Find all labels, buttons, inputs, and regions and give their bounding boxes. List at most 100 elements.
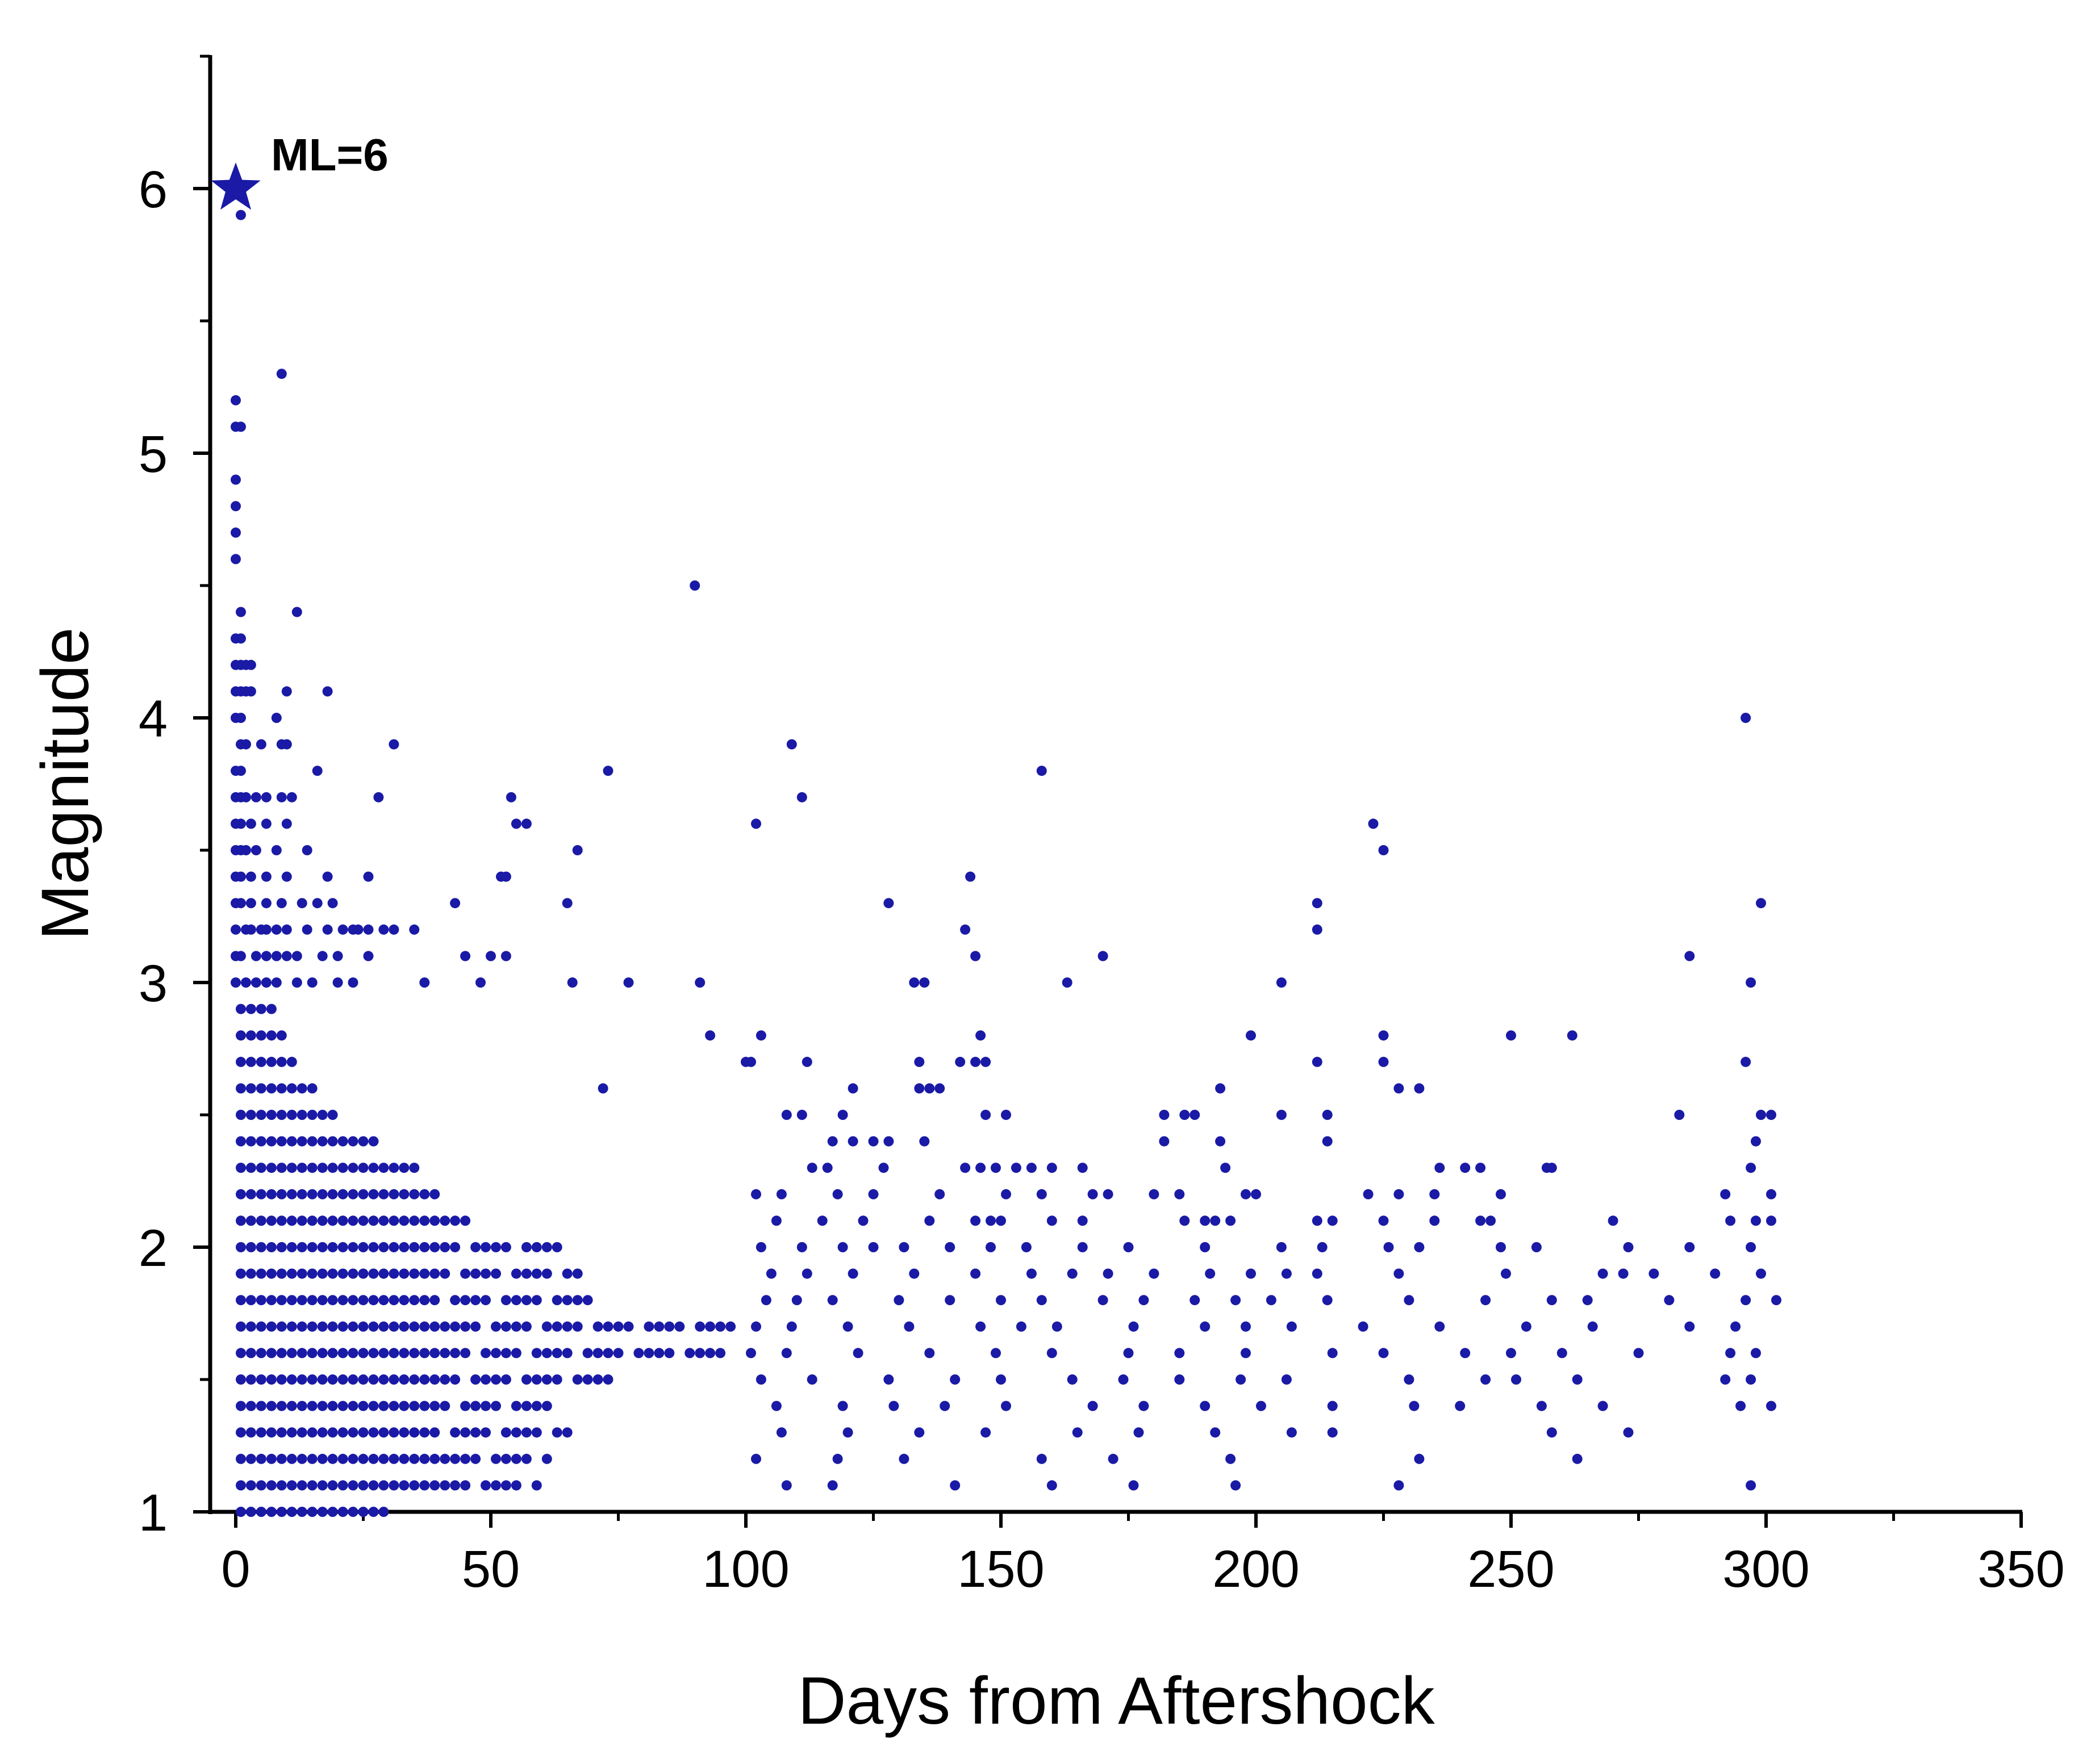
data-point — [1286, 1427, 1297, 1438]
data-point — [399, 1268, 410, 1279]
data-point — [266, 1427, 277, 1438]
data-point — [481, 1401, 491, 1411]
data-point — [378, 1268, 389, 1279]
data-point — [236, 1004, 246, 1014]
data-point — [842, 1427, 853, 1438]
data-point — [1036, 1189, 1047, 1199]
data-point — [317, 1401, 328, 1411]
data-point — [286, 1348, 297, 1358]
data-point — [1383, 1242, 1394, 1252]
data-point — [470, 1453, 481, 1464]
data-point — [378, 924, 389, 935]
data-point — [500, 1480, 511, 1491]
data-point — [1434, 1321, 1445, 1332]
data-point — [1582, 1295, 1593, 1306]
data-point — [307, 1374, 318, 1385]
data-point — [761, 1295, 771, 1306]
data-point — [1429, 1215, 1440, 1226]
data-point — [409, 1321, 420, 1332]
y-tick-label: 5 — [139, 425, 168, 483]
data-point — [317, 1268, 328, 1279]
data-point — [302, 845, 312, 855]
data-point — [317, 1110, 328, 1120]
data-point — [1684, 951, 1695, 962]
data-point — [888, 1401, 899, 1411]
data-point — [337, 1507, 348, 1517]
data-point — [286, 1242, 297, 1252]
data-point — [572, 1321, 583, 1332]
data-point — [1741, 713, 1751, 723]
data-point — [1684, 1321, 1695, 1332]
data-point — [848, 1268, 858, 1279]
data-point — [358, 1215, 369, 1226]
data-point — [297, 1268, 307, 1279]
data-point — [521, 1242, 532, 1252]
data-point — [491, 1348, 501, 1358]
data-point — [389, 924, 399, 935]
data-point — [276, 1215, 287, 1226]
data-point — [837, 1401, 848, 1411]
data-point — [582, 1374, 593, 1385]
data-point — [337, 1295, 348, 1306]
data-point — [307, 1453, 318, 1464]
x-tick-label: 150 — [957, 1540, 1045, 1598]
data-point — [236, 1030, 246, 1041]
data-point — [552, 1348, 562, 1358]
data-point — [853, 1348, 863, 1358]
data-point — [429, 1427, 440, 1438]
data-point — [378, 1453, 389, 1464]
data-point — [409, 1401, 420, 1411]
data-point — [725, 1321, 736, 1332]
data-point — [481, 1295, 491, 1306]
data-point — [1276, 1110, 1287, 1120]
data-point — [991, 1163, 1001, 1173]
data-point — [1710, 1268, 1721, 1279]
data-point — [1200, 1321, 1211, 1332]
data-point — [256, 1321, 266, 1332]
data-point — [353, 924, 364, 935]
data-point — [378, 1163, 389, 1173]
data-point — [1036, 1295, 1047, 1306]
data-point — [552, 1427, 562, 1438]
data-point — [695, 977, 706, 988]
data-point — [236, 1507, 246, 1517]
data-point — [1572, 1374, 1583, 1385]
data-point — [1393, 1480, 1404, 1491]
data-point — [368, 1453, 379, 1464]
data-point — [337, 1374, 348, 1385]
data-point — [429, 1295, 440, 1306]
data-point — [409, 1215, 420, 1226]
data-point — [297, 1242, 307, 1252]
data-point — [429, 1348, 440, 1358]
data-point — [1746, 1374, 1756, 1385]
data-point — [368, 1242, 379, 1252]
data-point — [399, 1242, 410, 1252]
data-point — [531, 1268, 542, 1279]
data-point — [511, 1453, 521, 1464]
data-point — [307, 1242, 318, 1252]
data-point — [470, 1321, 481, 1332]
data-point — [378, 1507, 389, 1517]
data-point — [960, 1163, 971, 1173]
data-point — [261, 951, 272, 962]
data-point — [500, 871, 511, 882]
data-point — [236, 1268, 246, 1279]
data-point — [266, 1295, 277, 1306]
data-point — [286, 1163, 297, 1173]
data-point — [1200, 1215, 1211, 1226]
data-point — [924, 1215, 935, 1226]
data-point — [276, 1507, 287, 1517]
data-point — [419, 1427, 430, 1438]
data-point — [307, 1427, 318, 1438]
data-point — [827, 1136, 838, 1147]
data-point — [1026, 1268, 1037, 1279]
data-point — [231, 501, 241, 512]
data-point — [1312, 898, 1322, 909]
data-point — [460, 1295, 471, 1306]
data-point — [1087, 1189, 1098, 1199]
data-point — [276, 1030, 287, 1041]
data-point — [950, 1374, 961, 1385]
data-point — [348, 1268, 358, 1279]
data-point — [868, 1136, 879, 1147]
data-point — [358, 1348, 369, 1358]
